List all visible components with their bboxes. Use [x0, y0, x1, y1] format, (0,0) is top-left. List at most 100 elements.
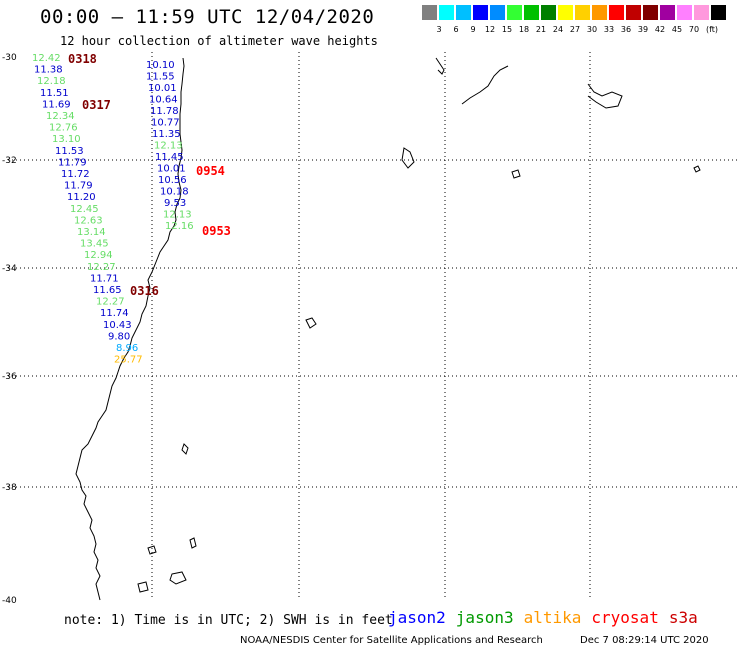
scale-swatch [694, 5, 710, 20]
wave-height-label: 12.27 [87, 262, 116, 273]
scale-label: 21 [535, 25, 547, 34]
salt-lake-1 [401, 147, 415, 169]
scale-swatch [558, 5, 574, 20]
wave-height-label: 10.43 [103, 320, 132, 331]
lat-tick-label: -36 [2, 372, 17, 382]
chart-subtitle: 12 hour collection of altimeter wave hei… [60, 34, 378, 48]
scale-label: 6 [453, 25, 459, 34]
scale-swatch [473, 5, 489, 20]
observation-labels: 12.4211.3812.1811.5111.6912.3412.7613.10… [32, 52, 231, 366]
scale-label: 27 [569, 25, 581, 34]
lat-tick-label: -38 [2, 483, 17, 493]
altimeter-map: -30-32-34-36-38-40-75-72-69-66-63-60 12.… [2, 52, 740, 606]
lat-tick-label: -32 [2, 156, 17, 166]
wave-height-label: 11.69 [42, 99, 71, 110]
scale-swatch [422, 5, 438, 20]
chile-coastline [75, 57, 185, 601]
scale-label: 18 [518, 25, 530, 34]
credit-line: NOAA/NESDIS Center for Satellite Applica… [240, 635, 543, 646]
wave-height-label: 12.13 [163, 210, 192, 221]
scale-swatch [626, 5, 642, 20]
scale-label: 33 [603, 25, 615, 34]
scale-label: 39 [637, 25, 649, 34]
scale-swatch [439, 5, 455, 20]
wave-height-label: 11.79 [58, 157, 87, 168]
wave-height-label: 11.72 [61, 169, 90, 180]
wave-height-label: 12.42 [32, 53, 61, 64]
scale-label: 30 [586, 25, 598, 34]
coastline [75, 57, 701, 601]
island-5 [189, 537, 197, 549]
wave-height-label: 12.27 [96, 297, 125, 308]
wave-height-label: 12.16 [165, 221, 194, 232]
footnote: note: 1) Time is in UTC; 2) SWH is in fe… [64, 613, 393, 628]
wave-height-label: 10.18 [160, 187, 189, 198]
scale-swatch [677, 5, 693, 20]
island-1 [181, 443, 189, 455]
small-lake-3 [305, 317, 317, 329]
pass-time-label: 0954 [196, 164, 225, 178]
scale-label: 42 [654, 25, 666, 34]
wave-height-label: 11.53 [55, 146, 84, 157]
scale-label: 3 [436, 25, 442, 34]
lat-tick-label: -40 [2, 596, 17, 606]
wave-height-label: 13.10 [52, 134, 81, 145]
pass-time-label: 0318 [68, 52, 97, 66]
wave-height-label: 11.45 [155, 152, 184, 163]
island-4 [137, 581, 149, 593]
wave-height-label: 13.14 [77, 227, 106, 238]
pass-time-label: 0316 [130, 284, 159, 298]
wave-height-label: 12.45 [70, 204, 99, 215]
wave-height-label: 11.35 [152, 129, 181, 140]
wave-height-label: 10.56 [158, 175, 187, 186]
scale-label: 24 [552, 25, 564, 34]
inland-river-1 [461, 65, 509, 105]
wave-height-label: 12.76 [49, 123, 78, 134]
satellite-name: s3a [668, 608, 698, 627]
scale-swatch [575, 5, 591, 20]
wave-height-label: 8.96 [116, 343, 138, 354]
scale-label: 70 [688, 25, 700, 34]
scale-swatch [456, 5, 472, 20]
wave-height-label: 11.38 [34, 65, 63, 76]
wave-height-label: 13.45 [80, 239, 109, 250]
scale-swatch [643, 5, 659, 20]
island-3 [169, 571, 187, 585]
lat-tick-label: -30 [2, 53, 17, 63]
scale-swatch [609, 5, 625, 20]
wave-height-label: 9.80 [108, 331, 130, 342]
wave-height-label: 12.63 [74, 215, 103, 226]
wave-height-label: 11.51 [40, 88, 69, 99]
wave-height-label: 11.74 [100, 308, 129, 319]
inland-river-2 [587, 83, 623, 109]
wave-height-label: 10.64 [149, 95, 178, 106]
wave-height-label: 9.53 [164, 198, 186, 209]
wave-height-label: 10.10 [146, 60, 175, 71]
small-lake-1 [511, 169, 521, 179]
wave-height-label: 10.77 [151, 118, 180, 129]
scale-swatch [524, 5, 540, 20]
axis-ticks: -30-32-34-36-38-40-75-72-69-66-63-60 [2, 53, 17, 606]
wave-height-label: 11.55 [146, 72, 175, 83]
generated-timestamp: Dec 7 08:29:14 UTC 2020 [580, 635, 709, 646]
mendoza-lake-outline [435, 57, 445, 75]
wave-height-label: 12.94 [84, 250, 113, 261]
scale-swatch [490, 5, 506, 20]
scale-label: 36 [620, 25, 632, 34]
scale-swatch [541, 5, 557, 20]
wave-height-label: 25.77 [114, 355, 143, 366]
satellite-name: jason3 [455, 608, 514, 627]
wave-height-label: 11.71 [90, 273, 119, 284]
graticule [8, 52, 740, 600]
pass-time-label: 0317 [82, 98, 111, 112]
wave-height-label: 10.01 [148, 83, 177, 94]
satellite-legend: jason2 jason3 altika cryosat s3a [388, 608, 708, 627]
scale-swatch [507, 5, 523, 20]
lat-tick-label: -34 [2, 264, 17, 274]
satellite-name: cryosat [591, 608, 659, 627]
scale-label: 9 [470, 25, 476, 34]
pass-time-label: 0953 [202, 224, 231, 238]
scale-label: 12 [484, 25, 496, 34]
satellite-name: jason2 [388, 608, 446, 627]
island-2 [147, 545, 157, 555]
